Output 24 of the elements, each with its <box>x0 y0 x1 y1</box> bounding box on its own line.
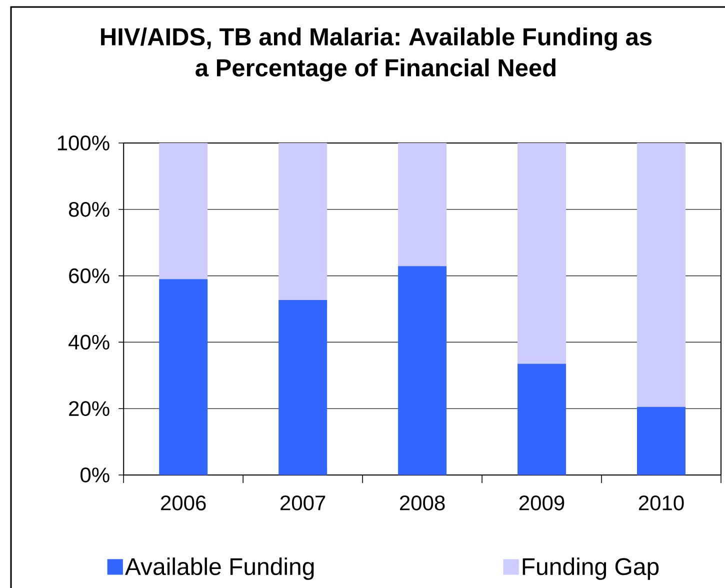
y-tick-label: 80% <box>68 202 110 217</box>
bar <box>159 279 208 475</box>
bar <box>278 142 328 300</box>
x-tick-label: 2010 <box>638 496 684 510</box>
legend-label: Funding Gap <box>522 558 659 580</box>
bar <box>637 406 686 475</box>
x-tick-label: 2006 <box>161 496 206 510</box>
bar <box>398 142 447 266</box>
bar <box>159 142 208 280</box>
x-tick-label: 2009 <box>519 496 564 510</box>
bar <box>518 364 566 475</box>
bar <box>518 142 566 364</box>
bar <box>637 142 686 407</box>
y-tick-label: 0% <box>80 468 110 482</box>
x-tick-label: 2008 <box>400 496 445 510</box>
chart-title: HIV/AIDS, TB and Malaria: Available Funding as a Percentage of Financial Need <box>101 28 652 82</box>
bar <box>278 300 328 475</box>
x-tick-label: 2007 <box>280 496 326 510</box>
y-tick-label: 60% <box>69 268 110 284</box>
y-tick-label: 20% <box>69 401 110 416</box>
y-tick-label: 40% <box>68 334 110 350</box>
bar <box>398 266 447 475</box>
y-tick-label: 100% <box>58 136 110 150</box>
legend-label: Available Funding <box>124 558 314 580</box>
